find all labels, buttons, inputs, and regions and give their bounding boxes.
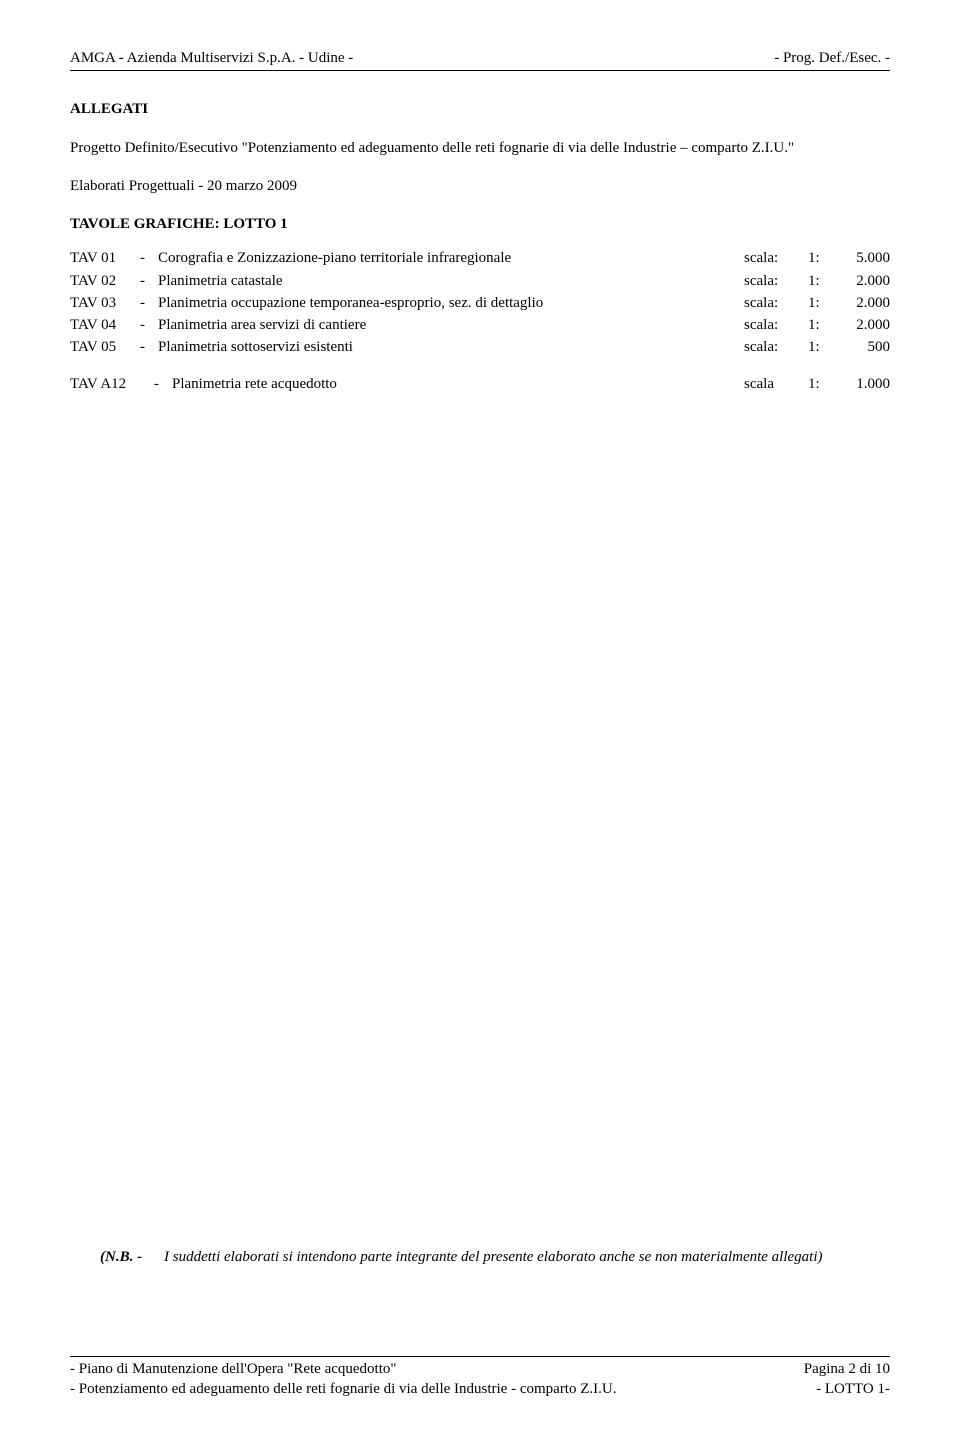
tav-dash: - [140, 248, 158, 268]
tav-val: 5.000 [836, 248, 890, 268]
page-header: AMGA - Azienda Multiservizi S.p.A. - Udi… [70, 48, 890, 68]
tav-colon: 1: [808, 271, 836, 291]
tav-colon: 1: [808, 293, 836, 313]
nb-text: I suddetti elaborati si intendono parte … [164, 1247, 890, 1267]
footer-line2-left: - Potenziamento ed adeguamento delle ret… [70, 1379, 616, 1399]
tav-row: TAV 03-Planimetria occupazione temporane… [70, 293, 890, 313]
tav-desc: Planimetria rete acquedotto [172, 374, 744, 394]
tav-scala: scala: [744, 337, 808, 357]
footer-line1-left: - Piano di Manutenzione dell'Opera "Rete… [70, 1359, 397, 1379]
tav-scala: scala: [744, 293, 808, 313]
tav-code: TAV 01 [70, 248, 140, 268]
tav-val: 500 [836, 337, 890, 357]
tav-dash: - [140, 337, 158, 357]
tav-colon: 1: [808, 337, 836, 357]
tav-dash: - [140, 271, 158, 291]
section-title: ALLEGATI [70, 99, 890, 119]
tav-scala: scala [744, 374, 808, 394]
nb-note: (N.B. - I suddetti elaborati si intendon… [100, 1247, 890, 1267]
tav-desc: Planimetria occupazione temporanea-espro… [158, 293, 744, 313]
tav-colon: 1: [808, 315, 836, 335]
tav-scala: scala: [744, 315, 808, 335]
tav-val: 2.000 [836, 293, 890, 313]
tav-code: TAV 05 [70, 337, 140, 357]
tav-desc: Planimetria area servizi di cantiere [158, 315, 744, 335]
footer-line2-right: - LOTTO 1- [816, 1379, 890, 1399]
tav-list: TAV 01-Corografia e Zonizzazione-piano t… [70, 248, 890, 357]
tav-val: 1.000 [836, 374, 890, 394]
footer-line1-right: Pagina 2 di 10 [804, 1359, 890, 1379]
tav-row: TAV 02-Planimetria catastalescala:1:2.00… [70, 271, 890, 291]
tav-row: TAV 01-Corografia e Zonizzazione-piano t… [70, 248, 890, 268]
tav-scala: scala: [744, 248, 808, 268]
tav-code: TAV A12 [70, 374, 154, 394]
tav-colon: 1: [808, 374, 836, 394]
tav-desc: Planimetria sottoservizi esistenti [158, 337, 744, 357]
footer-rule [70, 1356, 890, 1357]
header-rule [70, 70, 890, 71]
tav-code: TAV 04 [70, 315, 140, 335]
intro-paragraph: Progetto Definito/Esecutivo "Potenziamen… [70, 138, 890, 158]
tav-row: TAV 05-Planimetria sottoservizi esistent… [70, 337, 890, 357]
header-left: AMGA - Azienda Multiservizi S.p.A. - Udi… [70, 48, 353, 68]
tav-code: TAV 02 [70, 271, 140, 291]
header-right: - Prog. Def./Esec. - [774, 48, 890, 68]
page-footer: - Piano di Manutenzione dell'Opera "Rete… [70, 1356, 890, 1400]
tav-desc: Corografia e Zonizzazione-piano territor… [158, 248, 744, 268]
lotto-title: TAVOLE GRAFICHE: LOTTO 1 [70, 214, 890, 234]
tav-desc: Planimetria catastale [158, 271, 744, 291]
tav-dash: - [140, 315, 158, 335]
tav-code: TAV 03 [70, 293, 140, 313]
subtitle: Elaborati Progettuali - 20 marzo 2009 [70, 176, 890, 196]
tav-dash: - [140, 293, 158, 313]
nb-label: (N.B. - [100, 1247, 164, 1267]
tav-scala: scala: [744, 271, 808, 291]
tav-val: 2.000 [836, 271, 890, 291]
tav-dash: - [154, 374, 172, 394]
tav-colon: 1: [808, 248, 836, 268]
tav-val: 2.000 [836, 315, 890, 335]
tav-row-extra: TAV A12 - Planimetria rete acquedotto sc… [70, 374, 890, 394]
tav-row: TAV 04-Planimetria area servizi di canti… [70, 315, 890, 335]
